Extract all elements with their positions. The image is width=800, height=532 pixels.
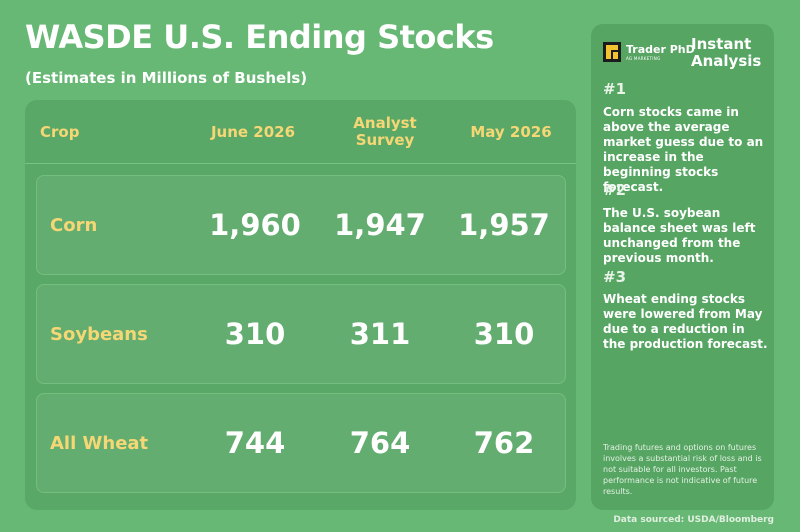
trader-phd-logo-icon <box>603 42 621 62</box>
logo-tagline: AG MARKETING <box>626 55 661 61</box>
crop-name: All Wheat <box>50 432 149 454</box>
crop-name: Corn <box>50 214 98 236</box>
june-value: 1,960 <box>209 208 301 242</box>
page-title: WASDE U.S. Ending Stocks <box>25 18 494 56</box>
instant-analysis-panel: Trader PhD AG MARKETING Instant Analysis… <box>591 24 774 510</box>
point-number: #1 <box>603 80 627 98</box>
table-row-all-wheat: All Wheat 744 764 762 <box>36 393 566 493</box>
risk-disclaimer: Trading futures and options on futures i… <box>603 443 762 496</box>
trader-phd-logo: Trader PhD AG MARKETING <box>603 42 695 62</box>
logo-name: Trader PhD <box>626 42 695 56</box>
june-value: 744 <box>224 426 286 460</box>
analyst-value: 1,947 <box>334 208 426 242</box>
header-analyst-survey: Analyst Survey <box>353 114 417 149</box>
point-number: #2 <box>603 181 627 199</box>
header-may-2026: May 2026 <box>470 122 552 141</box>
crop-name: Soybeans <box>50 323 148 345</box>
table-row-corn: Corn 1,960 1,947 1,957 <box>36 175 566 275</box>
may-value: 310 <box>473 317 535 351</box>
header-crop: Crop <box>40 122 80 141</box>
point-number: #3 <box>603 268 627 286</box>
may-value: 1,957 <box>458 208 550 242</box>
stocks-table: Crop June 2026 Analyst Survey May 2026 C… <box>25 100 576 510</box>
point-text: The U.S. soybean balance sheet was left … <box>603 206 756 265</box>
table-row-soybeans: Soybeans 310 311 310 <box>36 284 566 384</box>
analyst-value: 311 <box>349 317 411 351</box>
page-subtitle: (Estimates in Millions of Bushels) <box>25 69 308 87</box>
june-value: 310 <box>224 317 286 351</box>
point-text: Corn stocks came in above the average ma… <box>603 105 764 194</box>
header-june-2026: June 2026 <box>210 122 296 141</box>
may-value: 762 <box>473 426 535 460</box>
table-header: Crop June 2026 Analyst Survey May 2026 <box>25 100 576 164</box>
data-source: Data sourced: USDA/Bloomberg <box>613 515 774 525</box>
analyst-value: 764 <box>349 426 411 460</box>
point-text: Wheat ending stocks were lowered from Ma… <box>603 292 768 351</box>
instant-analysis-heading: Instant Analysis <box>691 35 762 70</box>
